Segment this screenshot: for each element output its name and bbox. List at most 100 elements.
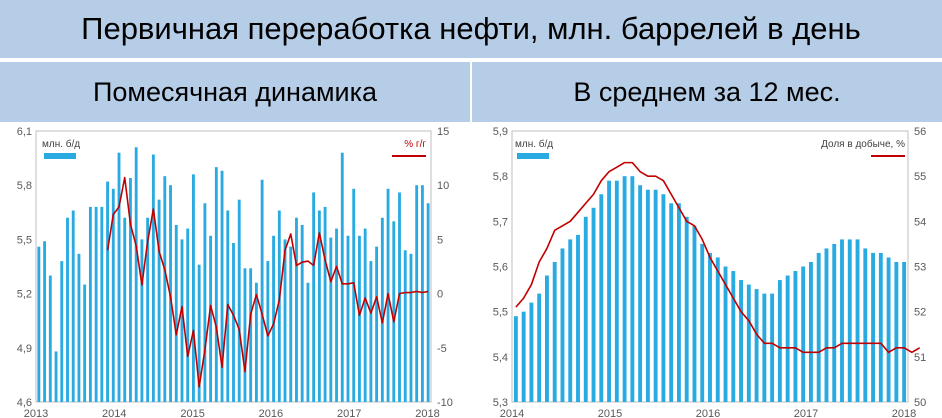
bar xyxy=(197,264,201,402)
bar xyxy=(894,261,899,402)
left-axis-tick-label: 5,8 xyxy=(493,171,508,183)
bar xyxy=(809,261,813,402)
bar xyxy=(409,253,413,402)
bar xyxy=(576,234,580,402)
bar xyxy=(77,253,81,402)
bar xyxy=(560,248,565,402)
left-axis-tick-label: 6,1 xyxy=(17,126,32,138)
bar xyxy=(739,280,743,402)
line-series xyxy=(106,176,429,388)
bar xyxy=(521,311,526,402)
bar xyxy=(289,246,293,402)
x-axis-tick-label: 2018 xyxy=(415,408,439,418)
bar xyxy=(157,199,161,402)
bar xyxy=(363,228,367,402)
left-axis-tick-label: 5,3 xyxy=(493,397,508,409)
legend-bars-label: млн. б/д xyxy=(515,138,553,150)
legend-bars-label: млн. б/д xyxy=(42,138,80,150)
bar xyxy=(403,250,407,402)
bar xyxy=(785,275,790,402)
bar xyxy=(816,252,821,402)
bar xyxy=(237,199,241,402)
bar xyxy=(346,235,350,402)
bar xyxy=(306,282,310,402)
bar xyxy=(746,284,751,402)
legend-line-label: % г/г xyxy=(404,139,426,150)
right-axis-tick-label: 54 xyxy=(914,216,926,228)
bar xyxy=(801,266,806,402)
bar xyxy=(358,235,361,402)
bar xyxy=(323,206,327,402)
bar xyxy=(824,248,829,402)
bar xyxy=(71,210,75,402)
bar xyxy=(840,239,844,402)
bar xyxy=(83,284,87,402)
x-axis-tick-label: 2016 xyxy=(259,408,283,418)
bar xyxy=(552,261,557,402)
right-axis-tick-label: -5 xyxy=(437,343,447,355)
bar xyxy=(254,282,258,402)
monthly-chart: 4,6 4,9 5,2 5,5 5,8 6,1 -10 -5 0 5 10 15 2013 2014 201… xyxy=(17,126,453,418)
bar xyxy=(123,217,127,402)
bar xyxy=(415,185,419,402)
right-axis-tick-label: 55 xyxy=(914,171,926,183)
bar xyxy=(134,147,138,402)
x-axis-tick-label: 2013 xyxy=(24,408,48,418)
bar xyxy=(599,194,604,402)
bar xyxy=(692,225,697,402)
left-axis-tick-label: 5,5 xyxy=(493,307,508,319)
bar xyxy=(352,188,356,402)
bar xyxy=(855,239,860,402)
bar xyxy=(335,228,338,402)
line-series xyxy=(515,161,921,354)
bar xyxy=(770,293,775,402)
bar xyxy=(653,189,658,402)
x-axis-tick-label: 2017 xyxy=(794,408,818,418)
bar xyxy=(375,246,379,402)
right-axis-tick-label: 5 xyxy=(437,234,443,246)
bar xyxy=(622,176,627,402)
page-title: Первичная переработка нефти, млн. баррел… xyxy=(0,0,942,60)
bar xyxy=(715,257,720,402)
bar xyxy=(192,174,195,402)
bar xyxy=(163,176,167,402)
bar xyxy=(886,257,891,402)
bar xyxy=(214,167,218,402)
bar xyxy=(117,152,121,402)
rolling-average-chart: 5,3 5,4 5,5 5,6 5,7 5,8 5,9 50 51 52 53 54 55 56 2014 2… xyxy=(493,126,927,418)
bar xyxy=(902,261,907,402)
bar xyxy=(832,243,837,402)
x-axis-tick-label: 2015 xyxy=(598,408,622,418)
bar xyxy=(174,224,178,402)
right-axis-tick-label: 10 xyxy=(437,180,449,192)
bar xyxy=(37,246,41,402)
x-axis-tick-label: 2014 xyxy=(102,408,126,418)
legend-bars-swatch xyxy=(44,153,76,159)
left-axis-tick-label: 5,5 xyxy=(17,234,32,246)
right-chart-subtitle: В среднем за 12 мес. xyxy=(472,62,942,124)
bar xyxy=(638,185,643,402)
bar xyxy=(43,241,47,402)
bar xyxy=(700,243,705,402)
bar xyxy=(607,180,611,402)
bar xyxy=(94,206,98,402)
bar xyxy=(312,192,316,402)
bar xyxy=(708,252,712,402)
bar xyxy=(249,268,253,402)
bar xyxy=(777,280,782,402)
bar xyxy=(537,293,542,402)
left-axis-tick-label: 4,6 xyxy=(17,397,32,409)
left-chart-subtitle: Помесячная динамика xyxy=(0,62,470,124)
bar xyxy=(232,243,235,402)
bar xyxy=(140,239,144,402)
left-axis-tick-label: 5,9 xyxy=(493,126,508,138)
bar xyxy=(66,217,69,402)
bar xyxy=(295,217,298,402)
bar xyxy=(88,206,92,402)
bar xyxy=(583,216,588,402)
bar xyxy=(878,252,883,402)
bar xyxy=(48,275,52,402)
left-axis-tick-label: 5,4 xyxy=(493,352,508,364)
bar xyxy=(392,221,396,402)
bar xyxy=(186,228,190,402)
